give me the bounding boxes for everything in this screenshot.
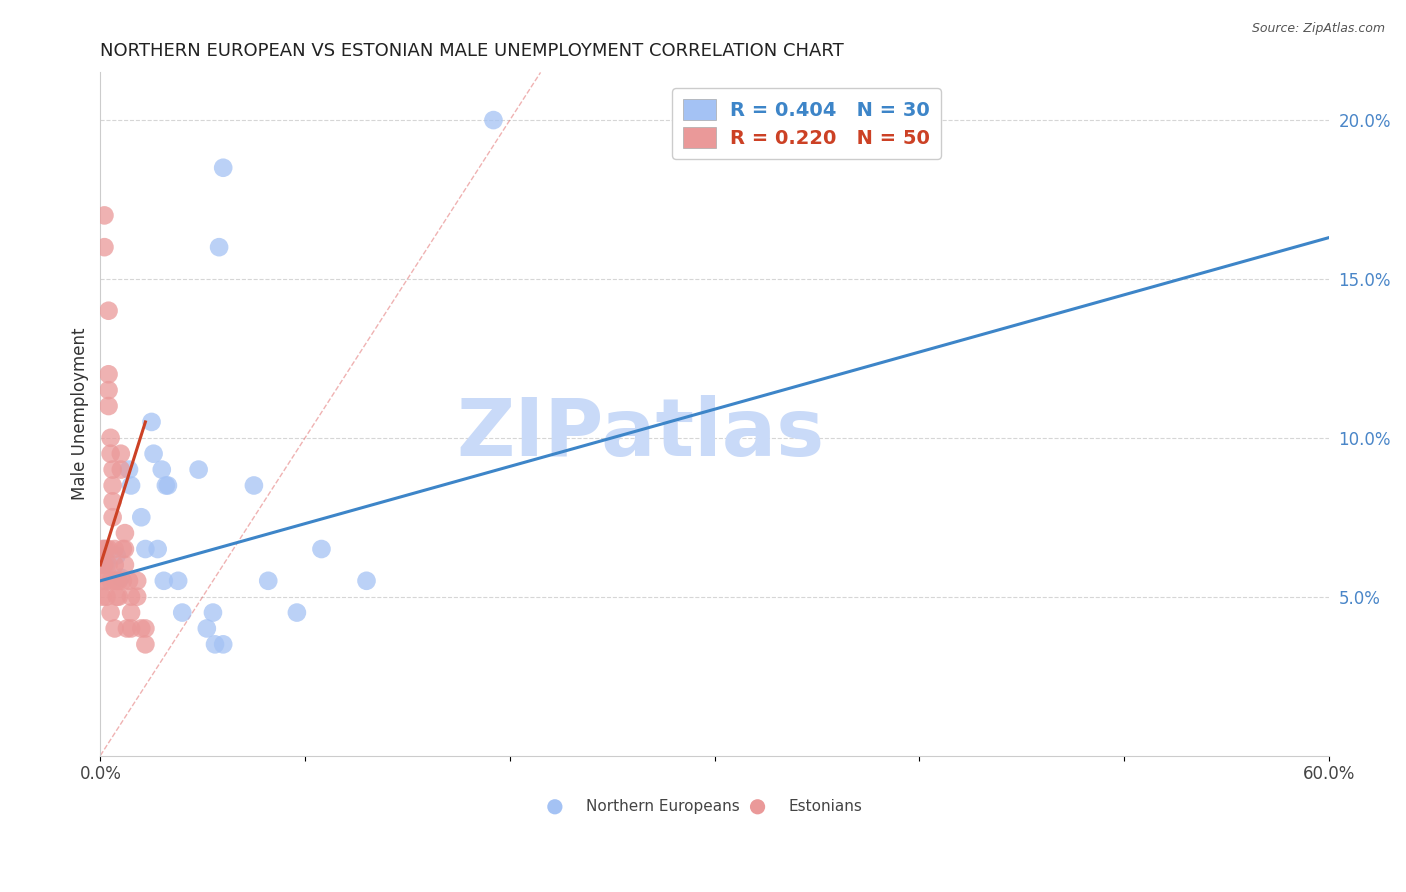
Text: Northern Europeans: Northern Europeans [585, 799, 740, 814]
Legend: R = 0.404   N = 30, R = 0.220   N = 50: R = 0.404 N = 30, R = 0.220 N = 50 [672, 88, 941, 159]
Point [91, 574, 114, 588]
Point [114, 541, 136, 556]
Point [118, 574, 141, 588]
Point [104, 541, 127, 556]
Point [129, 622, 152, 636]
Point [150, 462, 173, 476]
Point [127, 574, 149, 588]
Point [91, 541, 114, 556]
Point [100, 606, 122, 620]
Point [120, 622, 142, 636]
Point [100, 574, 122, 588]
Point [97, 541, 120, 556]
Point [97, 383, 120, 397]
Point [91, 558, 114, 572]
Point [97, 399, 120, 413]
Point [111, 574, 134, 588]
Point [153, 574, 176, 588]
Point [110, 462, 132, 476]
Point [115, 622, 138, 636]
Text: Estonians: Estonians [789, 799, 862, 814]
Point [96, 574, 118, 588]
Point [93, 558, 115, 572]
Point [212, 637, 235, 651]
Point [100, 431, 122, 445]
Point [204, 637, 226, 651]
Point [104, 622, 127, 636]
Point [356, 574, 378, 588]
Point [114, 558, 136, 572]
Point [114, 526, 136, 541]
Point [110, 447, 132, 461]
Point [120, 478, 142, 492]
Point [167, 574, 190, 588]
Point [96, 590, 118, 604]
Point [142, 447, 165, 461]
Point [120, 590, 142, 604]
Point [146, 541, 169, 556]
Point [97, 558, 120, 572]
Point [105, 590, 128, 604]
Point [107, 590, 129, 604]
Point [93, 541, 115, 556]
Point [172, 606, 194, 620]
Point [96, 558, 118, 572]
Point [257, 574, 280, 588]
Point [97, 303, 120, 318]
Point [107, 574, 129, 588]
Point [100, 447, 122, 461]
Point [91, 590, 114, 604]
Point [243, 478, 266, 492]
Point [134, 541, 156, 556]
Point [93, 541, 115, 556]
Point [105, 549, 128, 563]
Text: ZIPatlas: ZIPatlas [457, 395, 825, 474]
Point [155, 478, 177, 492]
Point [97, 368, 120, 382]
Point [104, 558, 127, 572]
Point [93, 208, 115, 222]
Y-axis label: Male Unemployment: Male Unemployment [72, 327, 89, 500]
Point [141, 415, 163, 429]
Point [110, 571, 132, 585]
Point [201, 606, 224, 620]
Point [129, 510, 152, 524]
Point [212, 161, 235, 175]
Point [104, 574, 127, 588]
Point [156, 478, 179, 492]
Point [105, 574, 128, 588]
Point [482, 113, 505, 128]
Text: NORTHERN EUROPEAN VS ESTONIAN MALE UNEMPLOYMENT CORRELATION CHART: NORTHERN EUROPEAN VS ESTONIAN MALE UNEMP… [100, 42, 844, 60]
Point [101, 462, 124, 476]
Point [101, 510, 124, 524]
Point [118, 462, 141, 476]
Point [96, 541, 118, 556]
Point [120, 606, 142, 620]
Point [285, 606, 308, 620]
Point [93, 240, 115, 254]
Point [111, 541, 134, 556]
Point [195, 622, 218, 636]
Point [134, 622, 156, 636]
Point [187, 462, 209, 476]
Point [208, 240, 231, 254]
Point [127, 590, 149, 604]
Point [101, 494, 124, 508]
Text: Source: ZipAtlas.com: Source: ZipAtlas.com [1251, 22, 1385, 36]
Point [101, 478, 124, 492]
Point [311, 541, 333, 556]
Point [134, 637, 156, 651]
